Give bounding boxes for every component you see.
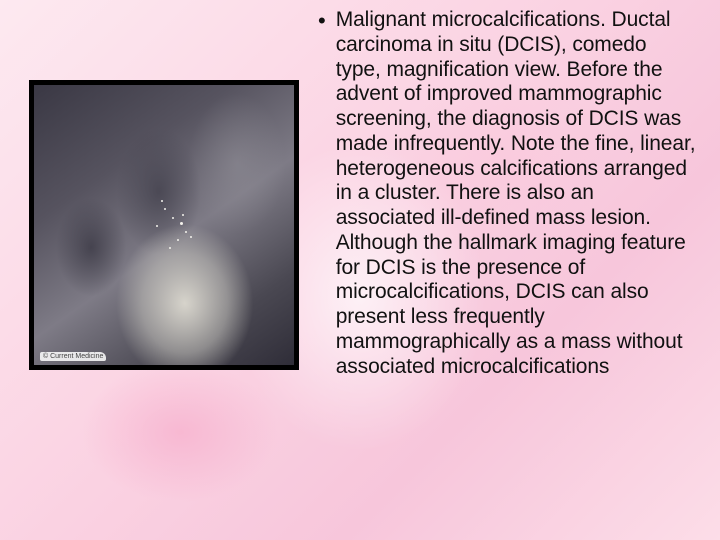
- left-column: © Current Medicine: [0, 0, 310, 540]
- right-column: • Malignant microcalcifications. Ductal …: [310, 0, 720, 540]
- calcification-dot: [185, 231, 187, 233]
- mammogram-image: [34, 85, 294, 365]
- image-attribution: © Current Medicine: [40, 352, 106, 361]
- body-paragraph: Malignant microcalcifications. Ductal ca…: [336, 8, 696, 379]
- bullet-marker: •: [316, 8, 336, 379]
- calcification-dot: [180, 222, 183, 225]
- calcification-dot: [177, 239, 179, 241]
- mammogram-frame: © Current Medicine: [29, 80, 299, 370]
- bullet-item: • Malignant microcalcifications. Ductal …: [316, 8, 696, 379]
- slide-content: © Current Medicine • Malignant microcalc…: [0, 0, 720, 540]
- calcification-dot: [172, 217, 174, 219]
